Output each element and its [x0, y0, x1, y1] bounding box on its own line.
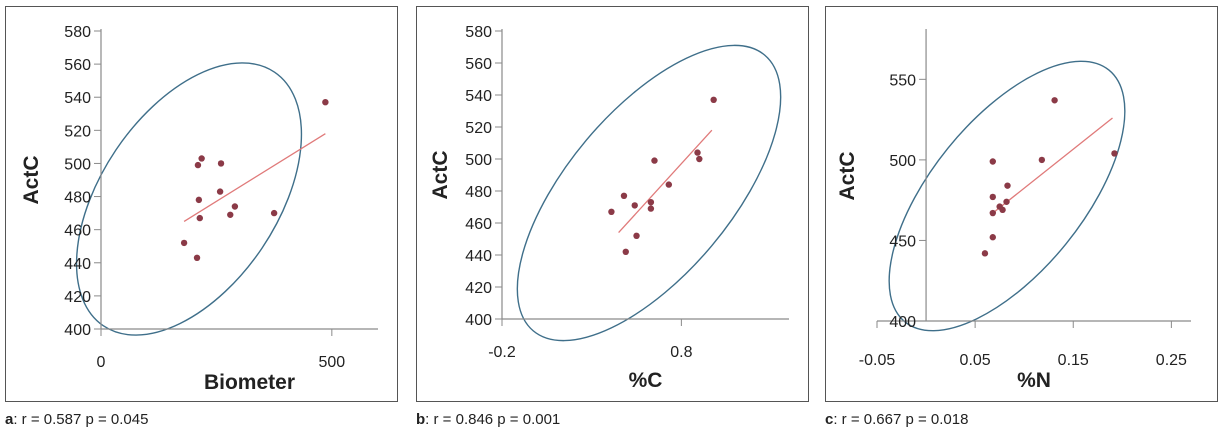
y-tick-label: 420 [64, 289, 91, 306]
y-tick-label: 400 [889, 314, 916, 331]
data-point [647, 199, 655, 206]
caption-a: a: r = 0.587 p = 0.045 [5, 411, 148, 428]
data-point [999, 206, 1006, 214]
data-point [227, 211, 234, 218]
chart-panel-a: 400 420 440 460 480 500 520 540 560 580 0 500 Biomet… [5, 6, 398, 402]
confidence-ellipse [516, 44, 782, 342]
x-axis-title: %N [1017, 369, 1051, 392]
caption-a-text: : r = 0.587 p = 0.045 [13, 411, 149, 428]
data-point [696, 155, 703, 163]
y-tick-label: 480 [465, 184, 492, 201]
y-tick-label: 500 [64, 156, 91, 173]
caption-b-letter: b [416, 411, 426, 428]
data-point [270, 209, 278, 217]
scatter-chart-percent-c: 400 420 440 460 480 500 520 540 560 580 -0.2 0.8 %C A… [429, 24, 789, 392]
data-point [651, 157, 658, 164]
y-tick-label: 460 [465, 216, 492, 233]
x-tick-label: 0.05 [960, 352, 991, 369]
x-tick-label: 0.8 [670, 344, 692, 361]
x-tick-label: 0.25 [1156, 352, 1187, 369]
trendline [183, 133, 326, 222]
y-tick-label: 400 [465, 312, 492, 329]
y-tick-label: 460 [64, 223, 91, 240]
data-point [989, 209, 996, 217]
data-point [216, 188, 224, 195]
data-point [1038, 156, 1046, 164]
trendline [618, 129, 713, 234]
data-point [647, 205, 655, 212]
data-point [180, 239, 188, 247]
y-tick-label: 500 [465, 152, 492, 169]
y-tick-label: 440 [465, 248, 492, 265]
caption-c: c: r = 0.667 p = 0.018 [825, 411, 968, 428]
data-point [1003, 198, 1010, 205]
caption-c-text: : r = 0.667 p = 0.018 [833, 411, 969, 428]
data-point [1051, 97, 1058, 104]
data-point [1111, 150, 1118, 157]
x-tick-label: 0.15 [1058, 352, 1089, 369]
data-point [620, 192, 628, 199]
data-point [231, 203, 239, 210]
data-point [989, 193, 996, 201]
data-point [989, 158, 996, 165]
data-point [193, 254, 201, 262]
data-point [631, 202, 638, 209]
data-point [322, 98, 329, 106]
x-tick-label: 500 [318, 354, 345, 371]
caption-c-letter: c [825, 411, 834, 428]
y-tick-label: 580 [465, 24, 492, 41]
data-point [981, 250, 989, 257]
y-tick-label: 540 [64, 90, 91, 107]
y-tick-label: 520 [465, 120, 492, 137]
caption-b-text: : r = 0.846 p = 0.001 [425, 411, 561, 428]
data-point [665, 181, 673, 188]
scatter-chart-biometer: 400 420 440 460 480 500 520 540 560 580 0 500 Biomet… [20, 24, 378, 394]
data-point [195, 196, 203, 204]
y-axis-title: ActC [20, 155, 43, 204]
x-tick-label: -0.05 [859, 352, 896, 369]
y-tick-label: 500 [889, 153, 916, 170]
y-tick-label: 520 [64, 123, 91, 140]
y-axis-title: ActC [429, 150, 452, 199]
x-tick-label: -0.2 [488, 344, 516, 361]
x-tick-label: 0 [97, 354, 106, 371]
y-tick-label: 560 [64, 57, 91, 74]
chart-panel-c: 400 450 500 550 -0.05 0.05 0.15 0.25 %N ActC [825, 6, 1218, 402]
data-point [989, 234, 996, 241]
data-point [198, 155, 205, 162]
y-tick-label: 580 [64, 24, 91, 41]
data-point [217, 160, 225, 167]
y-tick-label: 440 [64, 256, 91, 273]
data-point [1004, 182, 1011, 189]
x-axis-title: Biometer [204, 371, 295, 394]
trendline [990, 117, 1113, 216]
caption-b: b: r = 0.846 p = 0.001 [416, 411, 560, 428]
data-point [196, 214, 203, 222]
y-tick-label: 400 [64, 322, 91, 339]
data-point [622, 248, 629, 255]
confidence-ellipse [888, 60, 1126, 332]
data-point [608, 208, 615, 215]
data-point [194, 161, 202, 169]
y-tick-label: 450 [889, 233, 916, 250]
chart-panel-b: 400 420 440 460 480 500 520 540 560 580 -0.2 0.8 %C A… [416, 6, 809, 402]
scatter-chart-percent-n: 400 450 500 550 -0.05 0.05 0.15 0.25 %N ActC [836, 29, 1191, 392]
confidence-ellipse [75, 62, 303, 336]
y-tick-label: 480 [64, 190, 91, 207]
y-tick-label: 420 [465, 280, 492, 297]
y-tick-label: 560 [465, 56, 492, 73]
data-point [633, 232, 640, 239]
caption-a-letter: a [5, 411, 14, 428]
y-axis-title: ActC [836, 151, 859, 200]
y-tick-label: 540 [465, 88, 492, 105]
y-tick-label: 550 [889, 72, 916, 89]
data-point [710, 96, 717, 104]
data-point [694, 149, 701, 156]
x-axis-title: %C [629, 369, 663, 392]
